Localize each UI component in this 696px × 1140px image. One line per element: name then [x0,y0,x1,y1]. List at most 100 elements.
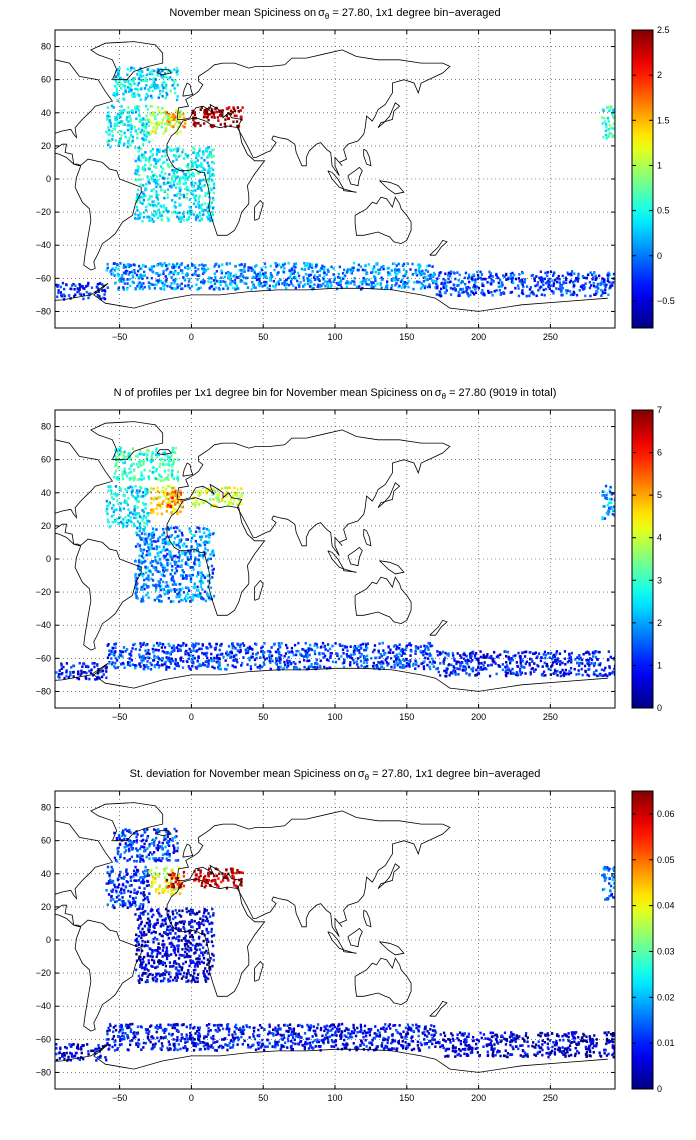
data-cell [211,210,214,214]
data-cell [164,585,168,588]
data-cell [517,287,520,290]
data-cell [213,272,216,275]
data-cell [314,662,317,665]
data-cell [103,297,107,301]
data-cell [201,185,204,188]
data-cell [536,281,540,284]
data-cell [200,163,203,167]
data-cell [142,462,145,466]
data-cell [114,661,117,665]
data-cell [176,182,179,186]
data-cell [581,673,584,677]
data-cell [155,166,158,169]
data-cell [146,550,149,553]
data-cell [134,586,137,590]
data-cell [169,600,173,603]
data-cell [558,278,561,281]
data-cell [178,497,181,500]
data-cell [204,599,208,603]
data-cell [134,575,137,579]
data-cell [176,470,180,474]
data-cell [507,658,511,661]
data-cell [288,269,291,272]
data-cell [153,283,156,287]
data-cell [523,655,527,658]
data-cell [559,285,563,288]
data-cell [409,268,412,271]
data-cell [198,543,201,547]
data-cell [176,95,179,98]
data-cell [467,659,471,662]
data-cell [71,671,75,674]
data-cell [275,657,278,661]
data-cell [163,566,166,570]
data-cell [290,646,294,650]
data-cell [147,202,150,206]
data-cell [150,577,153,581]
data-cell [422,667,426,671]
data-cell [285,283,289,286]
data-cell [495,655,499,659]
data-cell [147,520,151,523]
data-cell [277,642,280,645]
data-cell [159,262,162,265]
data-cell [140,661,143,664]
data-cell [193,501,197,505]
data-cell [182,571,185,574]
data-cell [327,270,330,273]
data-cell [215,496,218,499]
data-cell [142,130,145,133]
data-cell [152,187,155,191]
data-cell [460,656,463,659]
data-cell [189,668,192,671]
data-cell [134,484,137,488]
data-cell [105,118,109,121]
data-cell [172,171,175,175]
data-cell [345,653,348,656]
data-cell [276,651,279,654]
data-cell [131,109,134,112]
data-cell [215,262,218,266]
data-cell [165,111,168,114]
data-cell [197,184,201,188]
data-cell [123,80,126,83]
data-cell [192,646,195,649]
data-cell [366,654,369,658]
data-cell [514,286,517,290]
data-cell [106,140,109,143]
data-cell [488,270,491,274]
data-cell [179,113,183,117]
data-cell [111,520,114,524]
data-cell [600,288,603,292]
data-cell [205,150,208,153]
data-cell [167,473,170,476]
data-cell [588,281,591,284]
data-cell [190,191,193,195]
data-cell [194,199,197,202]
data-cell [153,69,156,73]
data-cell [114,454,117,458]
data-cell [325,273,328,276]
y-tick-label: −80 [36,306,51,316]
data-cell [159,165,163,168]
data-cell [406,281,409,285]
data-cell [358,651,361,655]
data-cell [374,279,377,282]
data-cell [473,656,477,659]
data-cell [142,659,145,662]
data-cell [297,274,301,278]
data-cell [601,291,605,294]
data-cell [442,662,445,665]
data-cell [155,125,159,129]
data-cell [510,290,514,294]
data-cell [454,671,457,675]
data-cell [608,273,611,276]
data-cell [130,78,133,82]
data-cell [171,78,174,82]
data-cell [372,286,375,289]
data-cell [306,650,309,654]
data-cell [170,276,173,279]
data-cell [140,554,143,558]
data-cell [178,555,181,559]
data-cell [548,280,551,284]
